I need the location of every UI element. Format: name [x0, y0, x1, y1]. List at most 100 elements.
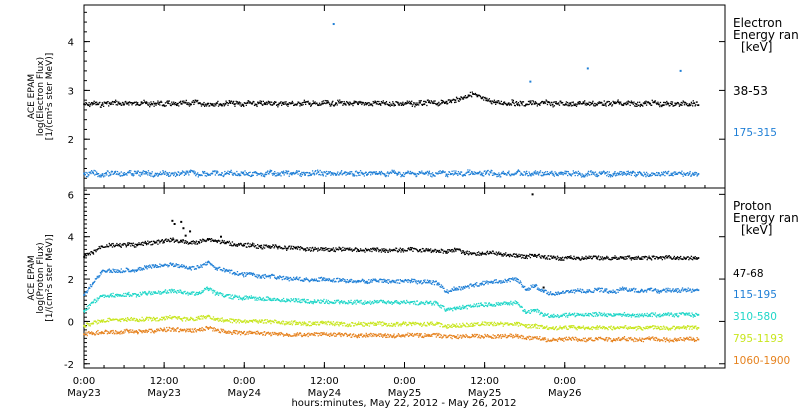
data-dot-proton-0 — [421, 251, 423, 253]
data-dot-proton-2 — [568, 312, 571, 314]
data-dot-electron-1 — [130, 170, 132, 172]
data-dot-proton-0 — [695, 258, 697, 260]
data-dot-proton-2 — [251, 297, 254, 299]
data-dot-proton-0 — [518, 253, 520, 256]
data-dot-proton-0 — [505, 252, 507, 254]
data-dot-proton-0 — [96, 249, 98, 251]
data-dot-proton-0 — [219, 240, 221, 242]
data-dot-proton-0 — [525, 254, 528, 257]
data-point-electron-1 — [220, 174, 223, 176]
data-point-electron-0 — [485, 99, 488, 102]
data-dot-proton-2 — [483, 305, 485, 308]
data-dot-proton-2 — [373, 299, 376, 302]
data-dot-proton-2 — [90, 302, 92, 305]
data-dot-electron-0 — [195, 100, 198, 102]
data-dot-proton-2 — [618, 314, 621, 316]
data-dot-electron-0 — [455, 96, 458, 98]
data-dot-proton-1 — [495, 281, 497, 284]
data-point-proton-1 — [224, 269, 227, 272]
data-dot-electron-1 — [601, 172, 604, 174]
data-dot-electron-0 — [301, 104, 303, 106]
data-dot-electron-1 — [567, 170, 569, 173]
y-tick-label: 2 — [68, 135, 74, 146]
data-dot-proton-1 — [655, 289, 657, 291]
data-dot-electron-0 — [500, 100, 503, 103]
data-dot-electron-0 — [416, 104, 418, 106]
data-point-proton-0 — [127, 243, 130, 246]
data-dot-electron-0 — [515, 100, 518, 103]
data-dot-electron-0 — [584, 100, 586, 102]
data-dot-electron-1 — [549, 171, 551, 174]
data-dot-proton-0 — [231, 241, 234, 243]
data-dot-electron-1 — [445, 175, 447, 177]
data-dot-electron-1 — [685, 174, 687, 176]
data-dot-proton-2 — [606, 315, 609, 318]
data-point-electron-0 — [670, 103, 673, 106]
data-point-electron-1 — [560, 171, 563, 174]
data-dot-proton-0 — [135, 246, 137, 248]
data-dot-electron-1 — [696, 175, 698, 177]
data-dot-electron-1 — [517, 169, 520, 171]
data-dot-electron-1 — [471, 171, 473, 173]
data-point-electron-1 — [189, 171, 192, 173]
data-point-electron-0 — [445, 100, 448, 103]
data-dot-proton-2 — [641, 313, 643, 315]
data-dot-electron-1 — [147, 170, 150, 172]
data-dot-proton-0 — [618, 258, 621, 260]
data-dot-proton-1 — [574, 289, 576, 291]
data-dot-electron-0 — [206, 104, 208, 106]
data-point-electron-0 — [264, 103, 267, 106]
data-dot-electron-0 — [190, 104, 192, 106]
data-dot-proton-0 — [217, 239, 220, 241]
data-dot-proton-2 — [107, 294, 109, 297]
data-dot-electron-1 — [688, 173, 690, 176]
data-dot-proton-1 — [370, 280, 372, 282]
data-dot-proton-0 — [170, 240, 172, 242]
data-dot-proton-0 — [378, 250, 380, 253]
data-dot-proton-1 — [141, 269, 143, 271]
data-point-electron-0 — [100, 104, 103, 107]
data-dot-electron-0 — [276, 104, 278, 106]
data-dot-electron-0 — [316, 102, 318, 104]
data-dot-electron-1 — [186, 171, 188, 174]
data-dot-proton-0 — [678, 258, 680, 261]
data-dot-electron-0 — [590, 103, 592, 106]
data-dot-proton-0 — [550, 255, 552, 257]
data-dot-electron-0 — [126, 103, 129, 105]
data-dot-proton-2 — [487, 304, 489, 306]
data-dot-proton-1 — [661, 290, 663, 292]
data-dot-proton-2 — [592, 312, 594, 314]
data-dot-proton-2 — [342, 301, 345, 303]
data-dot-proton-1 — [438, 282, 440, 284]
legend-entry-proton: 115-195 — [733, 289, 777, 301]
data-point-proton-0 — [330, 249, 333, 251]
data-dot-proton-0 — [416, 248, 418, 251]
data-dot-proton-2 — [380, 299, 383, 302]
data-dot-electron-1 — [129, 172, 131, 174]
data-point-electron-0 — [330, 103, 333, 106]
data-dot-proton-1 — [418, 280, 420, 282]
data-dot-electron-1 — [186, 170, 189, 172]
data-dot-proton-2 — [144, 291, 146, 293]
data-dot-proton-1 — [227, 269, 229, 272]
data-dot-proton-2 — [194, 294, 196, 296]
data-dot-proton-2 — [254, 299, 256, 301]
data-dot-electron-0 — [597, 102, 599, 104]
data-dot-proton-0 — [125, 246, 127, 248]
data-dot-proton-0 — [237, 244, 239, 246]
data-dot-electron-0 — [111, 100, 114, 103]
data-dot-electron-1 — [478, 171, 480, 174]
data-dot-proton-0 — [286, 249, 288, 251]
data-dot-electron-1 — [409, 170, 412, 173]
data-point-proton-1 — [569, 290, 572, 293]
data-dot-electron-0 — [665, 103, 667, 106]
data-dot-proton-0 — [267, 245, 270, 247]
data-dot-proton-1 — [260, 277, 263, 279]
data-dot-electron-0 — [532, 101, 535, 103]
data-dot-proton-2 — [167, 292, 170, 294]
data-dot-proton-0 — [429, 249, 431, 252]
data-dot-proton-1 — [474, 282, 477, 285]
data-dot-electron-1 — [469, 169, 471, 171]
data-dot-electron-0 — [338, 102, 340, 104]
data-dot-electron-0 — [517, 104, 519, 107]
